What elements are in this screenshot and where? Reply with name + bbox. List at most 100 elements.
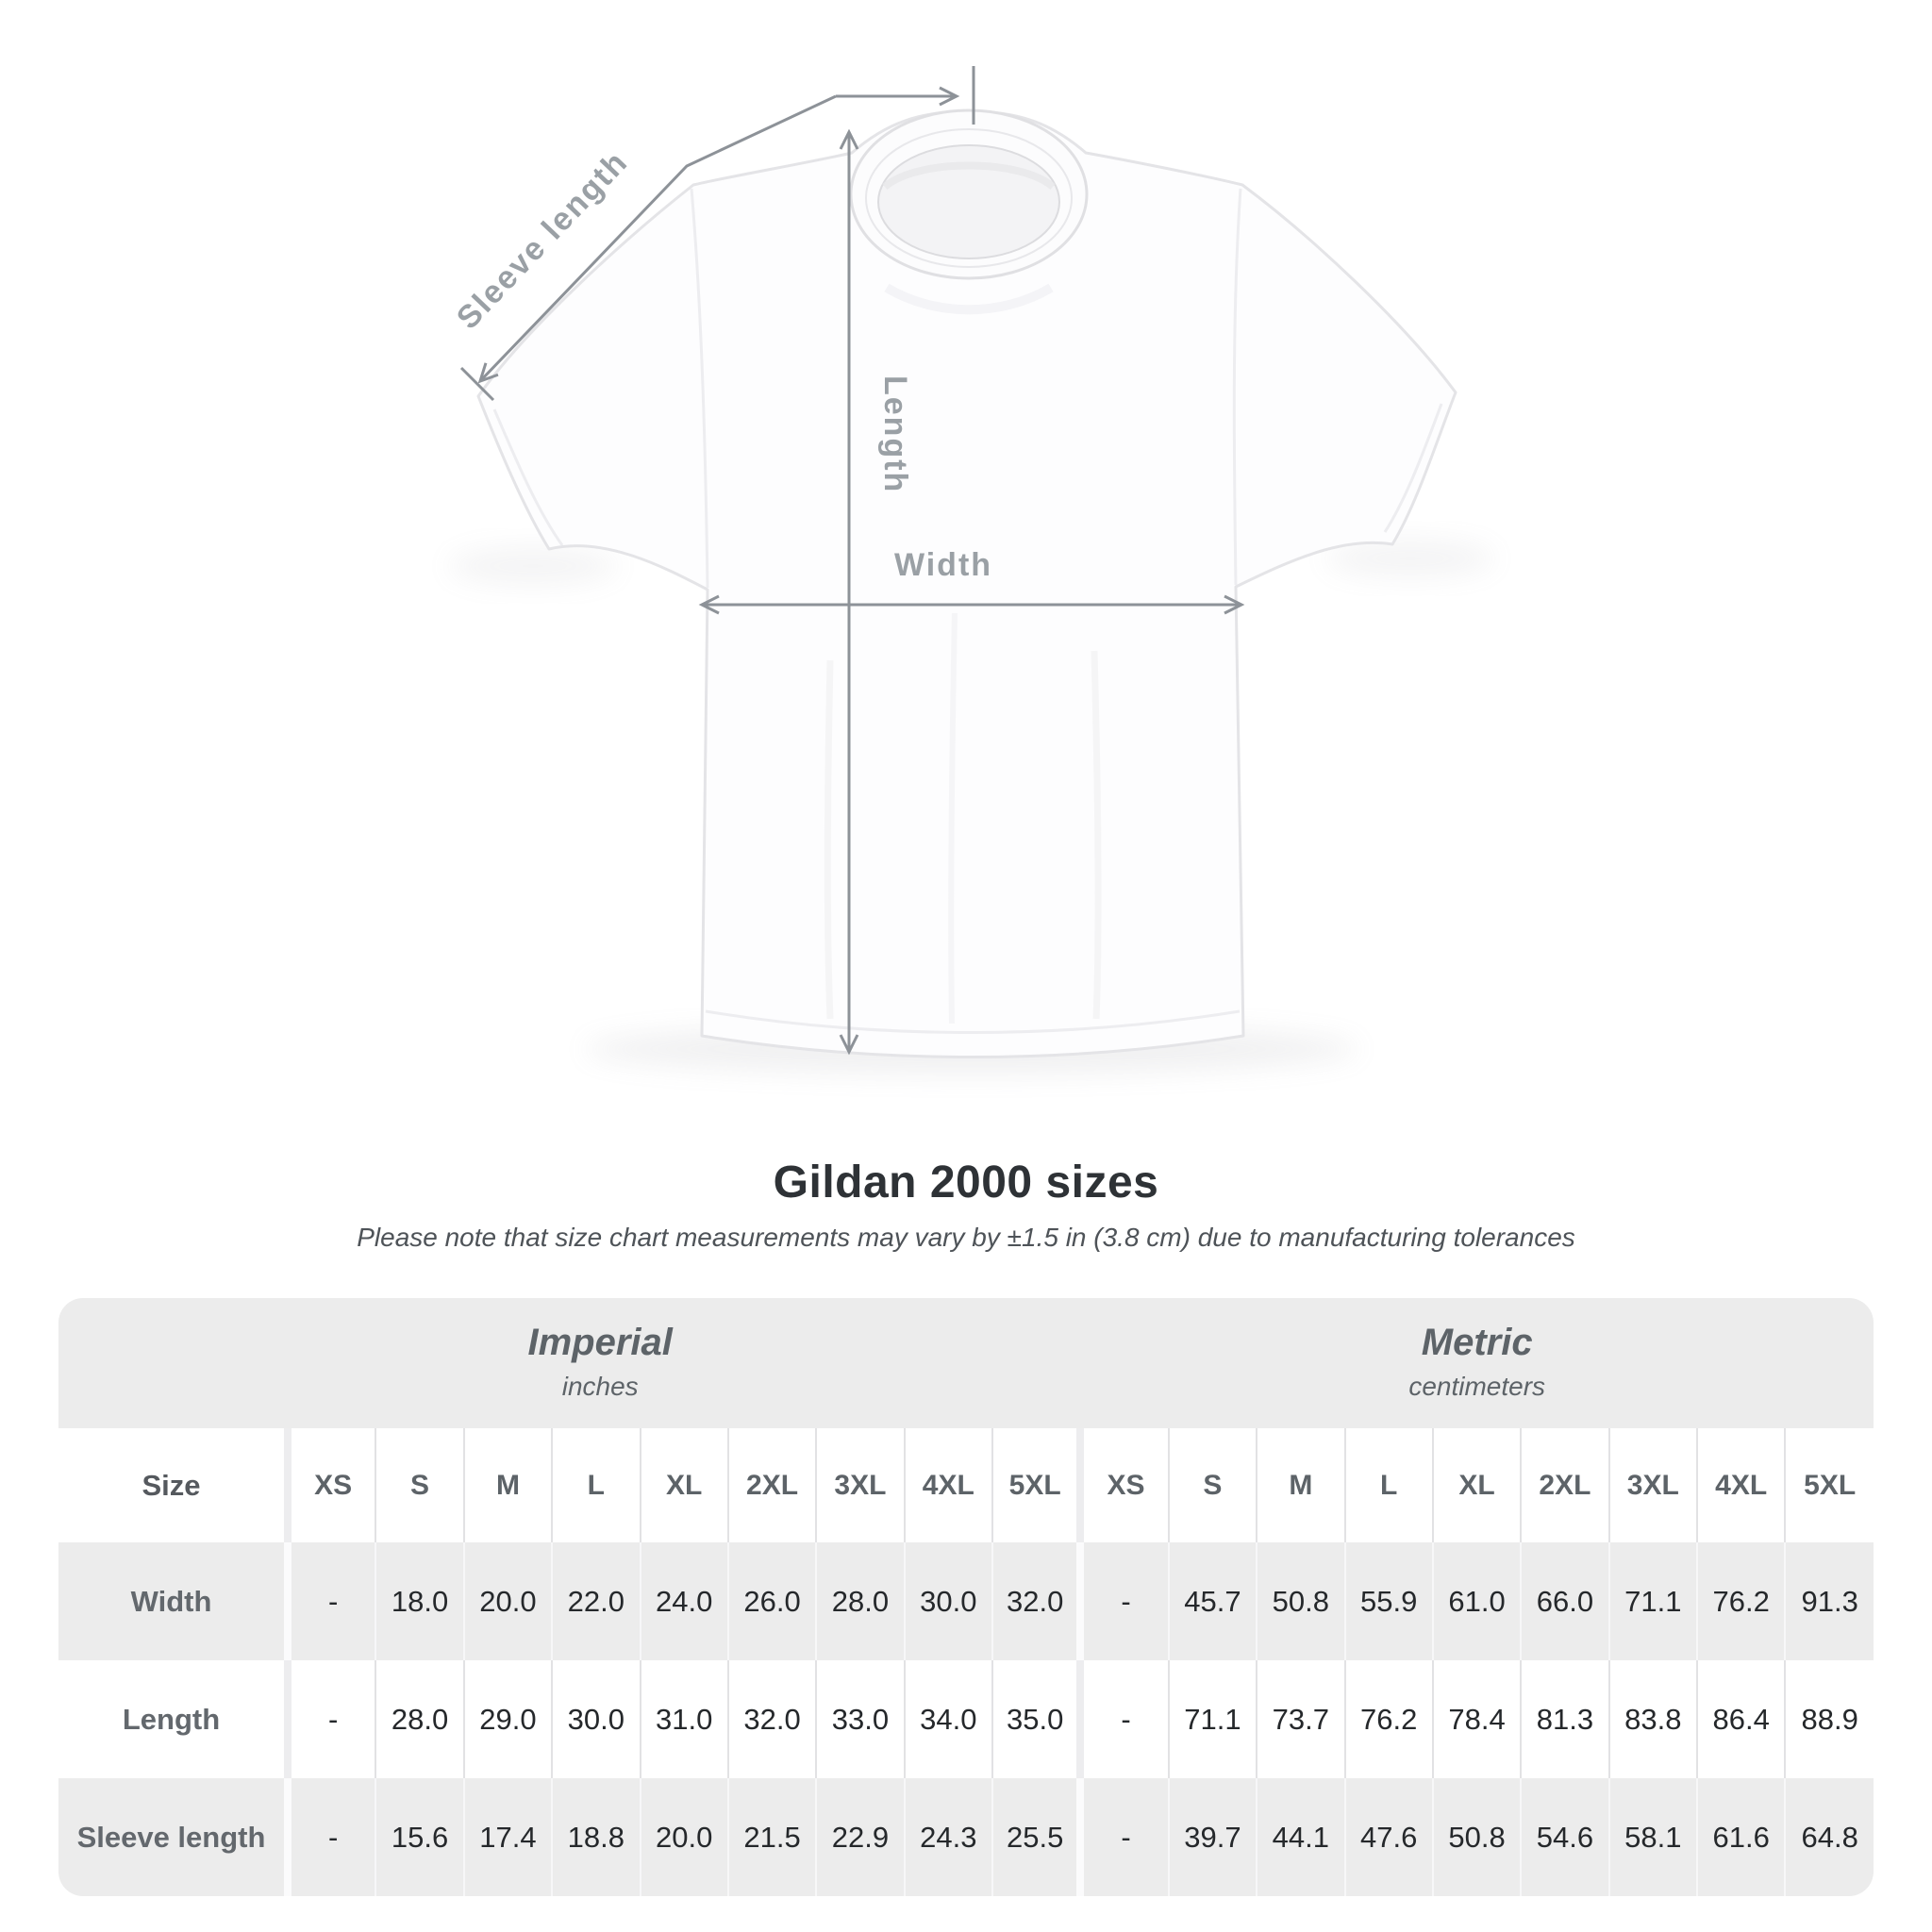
width-label: Width <box>894 547 992 583</box>
size-col-header: M <box>1256 1428 1345 1542</box>
heading-block: Gildan 2000 sizes Please note that size … <box>0 1157 1932 1255</box>
size-col-header: M <box>462 1428 553 1542</box>
size-value-cell: 76.2 <box>1343 1660 1433 1778</box>
measurement-row-label: Sleeve length <box>58 1778 288 1896</box>
size-value-cell: 54.6 <box>1520 1778 1609 1896</box>
tolerance-note: Please note that size chart measurements… <box>357 1223 1575 1252</box>
size-value-cell: 45.7 <box>1167 1542 1257 1660</box>
size-col-header: 2XL <box>726 1428 817 1542</box>
size-value-cell: 17.4 <box>462 1778 553 1896</box>
unit-group-unit: centimeters <box>1408 1372 1546 1401</box>
measurement-row: Width -18.0 20.0 22.0 24.0 26.0 28.0 30.0 32.0-4… <box>58 1542 1874 1660</box>
size-value-cell: 61.6 <box>1695 1778 1786 1896</box>
unit-group-header-metric: Metric centimeters <box>1080 1298 1874 1428</box>
size-col-header: L <box>551 1428 641 1542</box>
size-col-header: XL <box>1431 1428 1522 1542</box>
size-value-cell: 29.0 <box>462 1660 553 1778</box>
size-table-body: Width -18.0 20.0 22.0 24.0 26.0 28.0 30.0 32.0-4… <box>58 1542 1874 1896</box>
size-col-header: S <box>375 1428 464 1542</box>
tshirt-measurement-diagram: Sleeve length Length Width <box>448 66 1495 1074</box>
page-title: Gildan 2000 sizes <box>773 1158 1159 1208</box>
size-value-cell: 31.0 <box>639 1660 728 1778</box>
size-value-cell: 20.0 <box>639 1778 728 1896</box>
sleeve-end-tick <box>459 366 495 402</box>
measurement-row-label: Length <box>58 1660 288 1778</box>
unit-group-name: Metric <box>1421 1322 1533 1363</box>
size-value-cell: 83.8 <box>1607 1660 1697 1778</box>
size-value-cell: 35.0 <box>991 1660 1081 1778</box>
size-value-cell: 26.0 <box>726 1542 817 1660</box>
size-col-header: 2XL <box>1520 1428 1609 1542</box>
size-header-row: Size XS S M L XL 2XL 3XL 4XL 5XL XS S M L XL 2XL 3XL 4XL 5… <box>58 1428 1874 1542</box>
size-value-cell: 20.0 <box>462 1542 553 1660</box>
measurement-row-label: Width <box>58 1542 288 1660</box>
size-value-cell: 91.3 <box>1784 1542 1874 1660</box>
size-col-header: 4XL <box>903 1428 992 1542</box>
size-value-cell: 24.3 <box>903 1778 992 1896</box>
measurement-row: Sleeve length -15.6 17.4 18.8 20.0 21.5 22.9 24… <box>58 1778 1874 1896</box>
size-value-cell: - <box>283 1542 376 1660</box>
size-value-cell: 18.8 <box>551 1778 641 1896</box>
size-value-cell: 21.5 <box>726 1778 817 1896</box>
size-value-cell: 81.3 <box>1520 1660 1609 1778</box>
size-value-cell: 71.1 <box>1607 1542 1697 1660</box>
size-value-cell: 28.0 <box>375 1660 464 1778</box>
tshirt-collar <box>849 108 1089 280</box>
size-value-cell: - <box>283 1778 376 1896</box>
size-value-cell: 66.0 <box>1520 1542 1609 1660</box>
size-col-header: XL <box>639 1428 728 1542</box>
size-value-cell: 25.5 <box>991 1778 1081 1896</box>
size-value-cell: 73.7 <box>1256 1660 1345 1778</box>
size-value-cell: 22.0 <box>551 1542 641 1660</box>
size-value-cell: 39.7 <box>1167 1778 1257 1896</box>
size-value-cell: 30.0 <box>903 1542 992 1660</box>
size-value-cell: 47.6 <box>1343 1778 1433 1896</box>
size-value-cell: 44.1 <box>1256 1778 1345 1896</box>
unit-group-name: Imperial <box>527 1322 673 1363</box>
size-value-cell: - <box>1076 1660 1169 1778</box>
sleeve-length-dimension-line <box>477 94 837 384</box>
size-value-cell: 88.9 <box>1784 1660 1874 1778</box>
size-col-header: XS <box>283 1428 376 1542</box>
measurement-row: Length -28.0 29.0 30.0 31.0 32.0 33.0 34.0 35.0-… <box>58 1660 1874 1778</box>
size-value-cell: 32.0 <box>726 1660 817 1778</box>
size-value-cell: 22.9 <box>815 1778 905 1896</box>
tshirt-body <box>476 109 1457 1058</box>
size-value-cell: - <box>1076 1542 1169 1660</box>
unit-group-header-imperial: Imperial inches <box>58 1298 1081 1428</box>
unit-group-unit: inches <box>561 1372 639 1401</box>
size-chart-card: Imperial inches Metric centimeters Size XS S M L… <box>58 1298 1874 1896</box>
size-table-head: Imperial inches Metric centimeters Size XS S M L… <box>58 1298 1874 1542</box>
size-col-header: 5XL <box>991 1428 1081 1542</box>
size-value-cell: 28.0 <box>815 1542 905 1660</box>
size-value-cell: 78.4 <box>1431 1660 1522 1778</box>
size-value-cell: 71.1 <box>1167 1660 1257 1778</box>
size-value-cell: 86.4 <box>1695 1660 1786 1778</box>
size-value-cell: 33.0 <box>815 1660 905 1778</box>
size-value-cell: 61.0 <box>1431 1542 1522 1660</box>
size-col-header: S <box>1167 1428 1257 1542</box>
size-value-cell: 50.8 <box>1256 1542 1345 1660</box>
size-value-cell: - <box>283 1660 376 1778</box>
size-value-cell: 58.1 <box>1607 1778 1697 1896</box>
unit-group-row: Imperial inches Metric centimeters <box>58 1298 1874 1428</box>
size-col-header: XS <box>1076 1428 1169 1542</box>
size-value-cell: 64.8 <box>1784 1778 1874 1896</box>
size-value-cell: 34.0 <box>903 1660 992 1778</box>
size-col-header: L <box>1343 1428 1433 1542</box>
size-value-cell: 32.0 <box>991 1542 1081 1660</box>
size-value-cell: 18.0 <box>375 1542 464 1660</box>
size-col-header: 4XL <box>1695 1428 1786 1542</box>
size-corner-header: Size <box>58 1428 288 1542</box>
size-value-cell: 30.0 <box>551 1660 641 1778</box>
size-value-cell: - <box>1076 1778 1169 1896</box>
size-col-header: 3XL <box>815 1428 905 1542</box>
dimension-lines <box>459 66 1245 1056</box>
length-label: Length <box>877 375 913 493</box>
size-value-cell: 76.2 <box>1695 1542 1786 1660</box>
size-value-cell: 24.0 <box>639 1542 728 1660</box>
size-table: Imperial inches Metric centimeters Size XS S M L… <box>58 1298 1874 1896</box>
size-value-cell: 55.9 <box>1343 1542 1433 1660</box>
size-col-header: 3XL <box>1607 1428 1697 1542</box>
size-value-cell: 15.6 <box>375 1778 464 1896</box>
